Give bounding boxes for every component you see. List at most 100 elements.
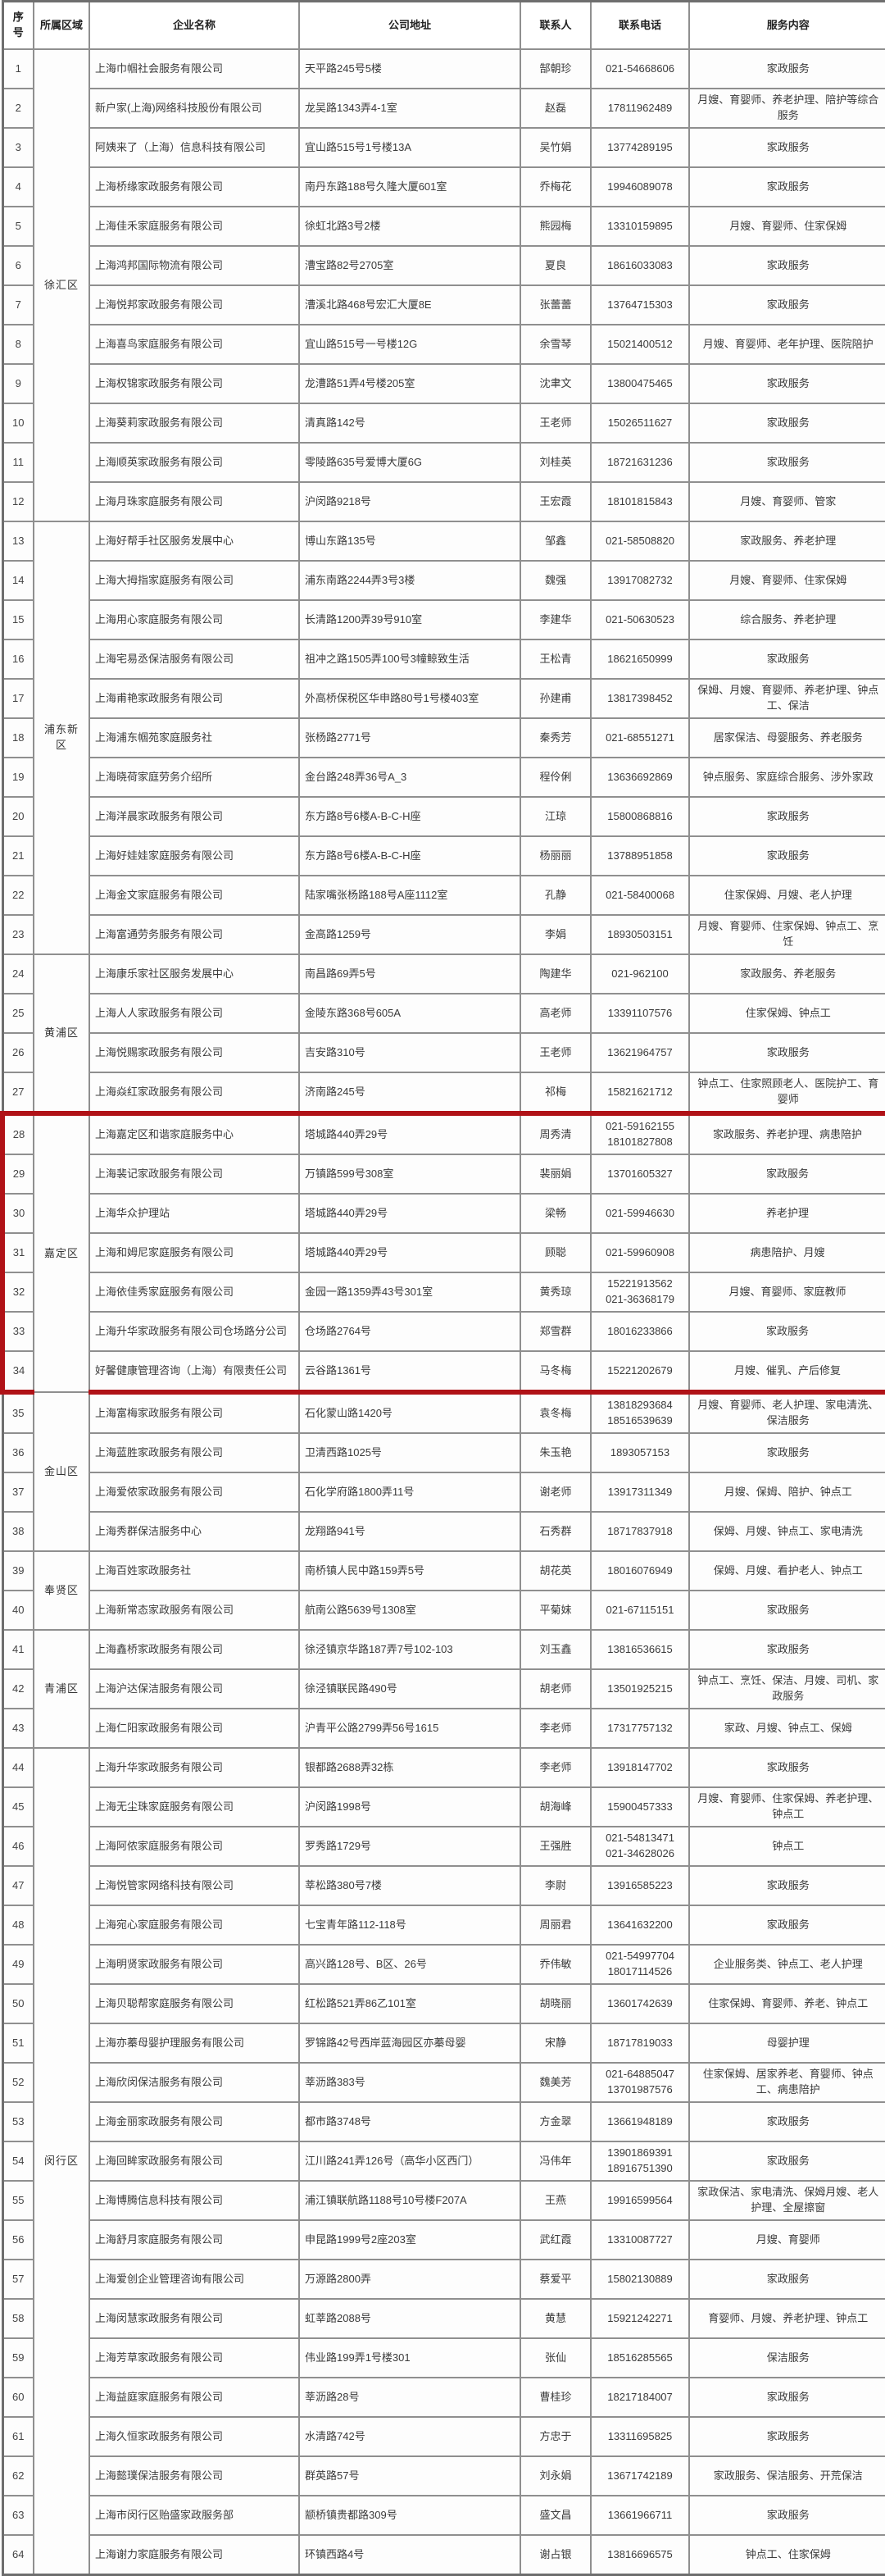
region-cell: 奉贤区 — [33, 1550, 90, 1631]
contact-phone-cell: 13918147702 — [590, 1747, 690, 1788]
company-name-cell: 上海秀群保洁服务中心 — [88, 1511, 300, 1552]
row-number-cell: 16 — [2, 639, 34, 680]
row-number-cell: 15 — [2, 599, 34, 640]
services-cell: 家政服务 — [688, 284, 885, 325]
table-row: 6 上海鸿邦国际物流有限公司 漕宝路82号2705室 夏良 18616033083 家政服… — [2, 245, 885, 286]
services-cell: 月嫂、育婴师、老人护理、家电清洗、保洁服务 — [688, 1391, 885, 1434]
contact-person-cell: 赵磊 — [520, 88, 592, 129]
row-number-cell: 11 — [2, 442, 34, 483]
company-address-cell: 卫清西路1025号 — [298, 1432, 521, 1473]
row-number-cell: 17 — [2, 678, 34, 719]
services-cell: 家政服务、养老护理 — [688, 521, 885, 562]
contact-person-cell: 杨丽丽 — [520, 835, 592, 876]
contact-phone-cell: 18621650999 — [590, 639, 690, 680]
contact-person-cell: 余雪琴 — [520, 324, 592, 365]
table-row: 31 上海和姆尼家庭服务有限公司 塔城路440弄29号 顾聪 021-59960908 病… — [0, 1232, 885, 1273]
company-name-cell: 上海悦赐家政服务有限公司 — [88, 1032, 300, 1073]
row-number-cell: 51 — [2, 2023, 34, 2064]
contact-person-cell: 王老师 — [520, 403, 592, 444]
row-number-cell: 7 — [2, 284, 34, 325]
company-name-cell: 上海明贤家政服务有限公司 — [88, 1944, 300, 1985]
company-name-cell: 上海鸿邦国际物流有限公司 — [88, 245, 300, 286]
row-number-cell: 46 — [2, 1826, 34, 1867]
contact-phone-cell: 021-962100 — [590, 953, 690, 994]
contact-phone-cell: 13916585223 — [590, 1865, 690, 1906]
table-row: 54 上海回眸家政服务有限公司 江川路241弄126号（高华小区西门） 冯伟年 1390… — [2, 2141, 885, 2182]
row-number-cell: 22 — [2, 875, 34, 916]
table-row: 24 黄浦区 上海康乐家社区服务发展中心 南昌路69弄5号 陶建华 021-962100 家… — [2, 953, 885, 1114]
table-row: 25 上海人人家政服务有限公司 金陵东路368号605A 高老师 13391107576… — [2, 993, 885, 1034]
table-row: 30 上海华众护理站 塔城路440弄29号 梁畅 021-59946630 养老护理 — [0, 1193, 885, 1234]
row-number-cell: 35 — [2, 1391, 34, 1434]
contact-phone-cell: 021-59946630 — [590, 1193, 690, 1234]
company-address-cell: 颛桥镇贵都路309号 — [298, 2495, 521, 2536]
contact-phone-cell: 13917082732 — [590, 560, 690, 601]
row-number-cell: 9 — [2, 363, 34, 404]
contact-person-cell: 李建华 — [520, 599, 592, 640]
table-row: 29 上海裴记家政服务有限公司 万镇路599号308室 裴丽娟 13701605327 家… — [0, 1154, 885, 1195]
company-name-cell: 上海月珠家庭服务有限公司 — [88, 481, 300, 522]
region-cell: 闵行区 — [33, 1747, 90, 2576]
company-name-cell: 上海爱创企业管理咨询有限公司 — [88, 2259, 300, 2300]
row-number-cell: 5 — [2, 206, 34, 247]
contact-person-cell: 黄秀琼 — [520, 1272, 592, 1313]
row-number-cell: 33 — [0, 1311, 34, 1352]
table-row: 28 嘉定区 上海嘉定区和谐家庭服务中心 塔城路440弄29号 周秀清 021-59162… — [0, 1111, 885, 1393]
company-address-cell: 沪闵路1998号 — [298, 1786, 521, 1827]
services-cell: 母婴护理 — [688, 2023, 885, 2064]
contact-person-cell: 谢占银 — [520, 2534, 592, 2576]
row-number-cell: 60 — [2, 2377, 34, 2418]
table-row: 3 阿姨来了（上海）信息科技有限公司 宜山路515号1号楼13A 吴竹娟 1377428… — [2, 127, 885, 168]
table-row: 52 上海欣闵保洁服务有限公司 莘沥路383号 魏美芳 021-64885047 137… — [2, 2062, 885, 2103]
company-name-cell: 上海依佳秀家庭服务有限公司 — [88, 1272, 300, 1313]
company-name-cell: 上海亦蓁母婴护理服务有限公司 — [88, 2023, 300, 2064]
table-row: 7 上海悦邦家政服务有限公司 漕溪北路468号宏汇大厦8E 张蕾蕾 1376471530… — [2, 284, 885, 325]
table-row: 41 青浦区 上海鑫桥家政服务有限公司 徐泾镇京华路187弄7号102-103 刘玉鑫 1… — [2, 1629, 885, 1749]
table-row: 10 上海葵莉家政服务有限公司 清真路142号 王老师 15026511627 家政服务 — [2, 403, 885, 444]
company-address-cell: 长清路1200弄39号910室 — [298, 599, 521, 640]
row-number-cell: 54 — [2, 2141, 34, 2182]
company-name-cell: 上海沪达保洁服务有限公司 — [88, 1668, 300, 1709]
contact-phone-cell: 17811962489 — [590, 88, 690, 129]
table-row: 13 浦东新区 上海好帮手社区服务发展中心 博山东路135号 邹鑫 021-5850882… — [2, 521, 885, 955]
table-row: 39 奉贤区 上海百姓家政服务社 南桥镇人民中路159弄5号 胡花英 1801607694… — [2, 1550, 885, 1631]
contact-person-cell: 程伶俐 — [520, 757, 592, 798]
company-name-cell: 上海葵莉家政服务有限公司 — [88, 403, 300, 444]
company-name-cell: 上海金文家庭服务有限公司 — [88, 875, 300, 916]
company-name-cell: 上海谢力家庭服务有限公司 — [88, 2534, 300, 2576]
contact-phone-cell: 13661948189 — [590, 2101, 690, 2142]
row-number-cell: 13 — [2, 521, 34, 562]
company-address-cell: 外高桥保税区华申路80号1号楼403室 — [298, 678, 521, 719]
row-number-cell: 24 — [2, 953, 34, 994]
contact-phone-cell: 15021400512 — [590, 324, 690, 365]
contact-person-cell: 王强胜 — [520, 1826, 592, 1867]
services-cell: 养老护理 — [688, 1193, 885, 1234]
contact-phone-cell: 13816536615 — [590, 1629, 690, 1670]
company-name-cell: 上海悦管家网络科技有限公司 — [88, 1865, 300, 1906]
contact-person-cell: 王松青 — [520, 639, 592, 680]
contact-phone-cell: 15221202679 — [590, 1350, 690, 1395]
contact-person-cell: 方金翠 — [520, 2101, 592, 2142]
services-cell: 家政服务、保洁服务、开荒保洁 — [688, 2455, 885, 2496]
table-header: 序号 所属区域 企业名称 公司地址 联系人 联系电话 服务内容 — [2, 0, 885, 50]
contact-person-cell: 李尉 — [520, 1865, 592, 1906]
table-row: 26 上海悦赐家政服务有限公司 吉安路310号 王老师 13621964757 家政服务 — [2, 1032, 885, 1073]
services-cell: 保姆、月嫂、育婴师、养老护理、钟点工、保洁 — [688, 678, 885, 719]
company-name-cell: 上海康乐家社区服务发展中心 — [88, 953, 300, 994]
services-cell: 住家保姆、育婴师、养老、钟点工 — [688, 1983, 885, 2024]
contact-phone-cell: 15802130889 — [590, 2259, 690, 2300]
services-cell: 钟点服务、家庭综合服务、涉外家政 — [688, 757, 885, 798]
table-row: 22 上海金文家庭服务有限公司 陆家嘴张杨路188号A座1112室 孔静 021-584… — [2, 875, 885, 916]
services-cell: 居家保洁、母婴服务、养老服务 — [688, 717, 885, 758]
company-address-cell: 申昆路1999号2座203室 — [298, 2219, 521, 2260]
row-number-cell: 32 — [0, 1272, 34, 1313]
services-cell: 住家保姆、居家养老、育婴师、钟点工、病患陪护 — [688, 2062, 885, 2103]
company-address-cell: 莘松路380号7楼 — [298, 1865, 521, 1906]
table-row: 47 上海悦管家网络科技有限公司 莘松路380号7楼 李尉 13916585223 家政服… — [2, 1865, 885, 1906]
company-name-cell: 上海欣闵保洁服务有限公司 — [88, 2062, 300, 2103]
contact-person-cell: 郑雪群 — [520, 1311, 592, 1352]
contact-phone-cell: 13774289195 — [590, 127, 690, 168]
contact-phone-cell: 13501925215 — [590, 1668, 690, 1709]
services-cell: 家政服务 — [688, 2495, 885, 2536]
services-cell: 病患陪护、月嫂 — [688, 1232, 885, 1273]
